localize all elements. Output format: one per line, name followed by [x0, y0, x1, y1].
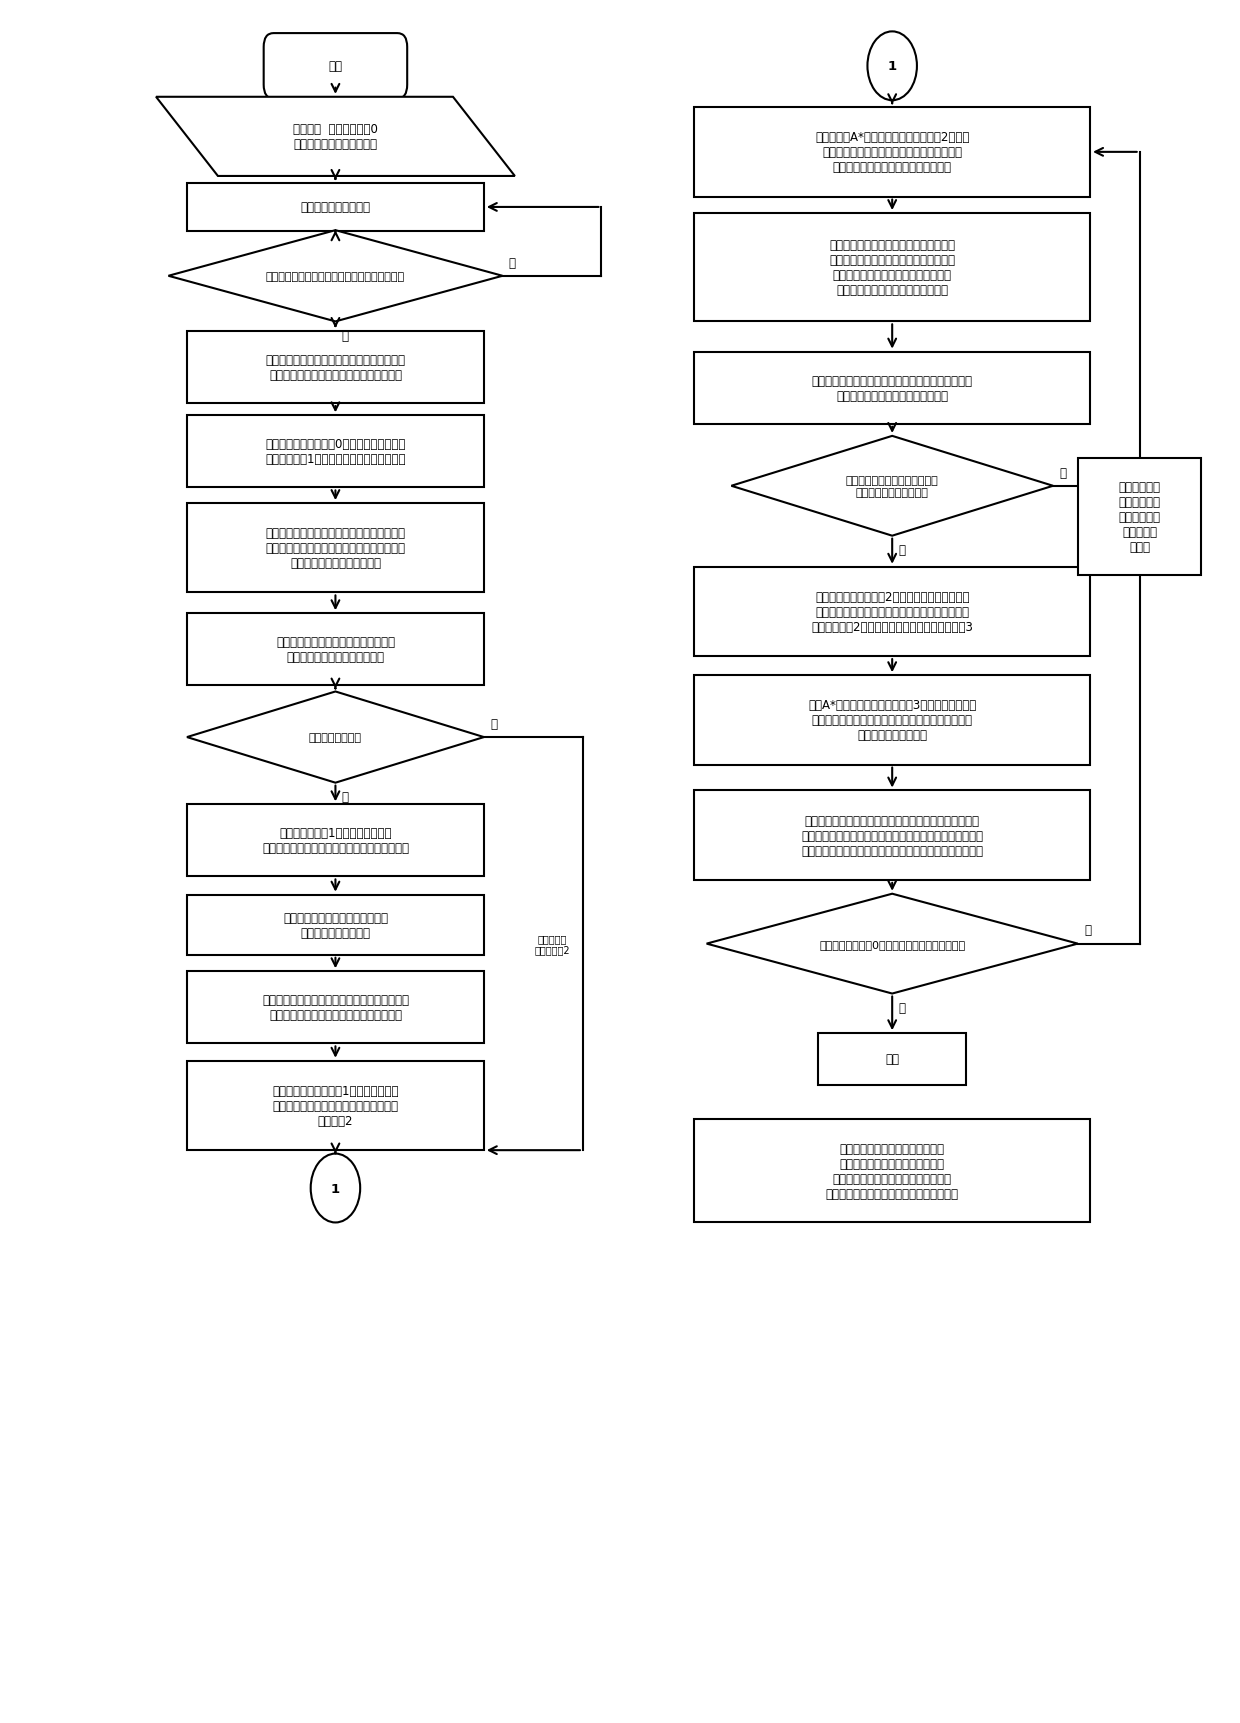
- Bar: [187, 415, 484, 488]
- Bar: [818, 1034, 966, 1085]
- Text: 计算机接收到节点信息后智能生成
控制信息发送至单片机: 计算机接收到节点信息后智能生成 控制信息发送至单片机: [283, 911, 388, 939]
- Bar: [694, 214, 1090, 322]
- Bar: [187, 1061, 484, 1151]
- FancyBboxPatch shape: [264, 34, 407, 100]
- Text: 否: 否: [508, 257, 516, 269]
- Polygon shape: [169, 231, 502, 322]
- Text: 单片机接收计算机的控制信息，控制火情所在
通道的逃生指示牌变为红色，表示通道危险，
并启动鸣警器全建筑火灾鸣警: 单片机接收计算机的控制信息，控制火情所在 通道的逃生指示牌变为红色，表示通道危险…: [265, 527, 405, 570]
- Text: 1: 1: [331, 1182, 340, 1194]
- Text: 在建筑通道数据1中标记障碍物位置
以及所在通道，记录该通道上一节点和下一节点: 在建筑通道数据1中标记障碍物位置 以及所在通道，记录该通道上一节点和下一节点: [262, 827, 409, 855]
- Text: 烟雾、手动报警器与视觉火焰识别是否发现火情: 烟雾、手动报警器与视觉火焰识别是否发现火情: [265, 272, 405, 281]
- Bar: [187, 331, 484, 403]
- Text: 是: 是: [342, 329, 348, 343]
- Bar: [694, 675, 1090, 765]
- Bar: [694, 351, 1090, 424]
- Bar: [187, 894, 484, 955]
- Bar: [187, 972, 484, 1044]
- Text: 否: 否: [898, 1001, 905, 1015]
- Text: 读取原始  建筑通道数据0
（已知安全出口位置信息）: 读取原始 建筑通道数据0 （已知安全出口位置信息）: [293, 124, 378, 152]
- Text: 计算机启动通道内障碍物识别算法，对
摄像机组的视频进行障碍物识别: 计算机启动通道内障碍物识别算法，对 摄像机组的视频进行障碍物识别: [277, 636, 394, 663]
- Text: 次短逃生路线
逃生指示牌变
回白色，若没
生成次路线
则跳过: 次短逃生路线 逃生指示牌变 回白色，若没 生成次路线 则跳过: [1118, 481, 1161, 553]
- Circle shape: [311, 1154, 360, 1223]
- Text: 单片机接收计算机的控制信息，控制障碍物所在
通道的逃生指示牌变为红色，表示通道危险: 单片机接收计算机的控制信息，控制障碍物所在 通道的逃生指示牌变为红色，表示通道危…: [262, 994, 409, 1022]
- Bar: [187, 613, 484, 686]
- Bar: [187, 184, 484, 233]
- Text: 计算机在建筑通道数据2中标记超过安全人数的通
道，并将该通道上一节点到下一节点的通道数据在
建筑通道数据2中删除，并获得得的建筑通道数据3: 计算机在建筑通道数据2中标记超过安全人数的通 道，并将该通道上一节点到下一节点的…: [811, 591, 973, 634]
- Text: 由烟雾报警器和视觉火焰检测判定起火位置，
并将实时影像信息、起火位置发送到计算机: 由烟雾报警器和视觉火焰检测判定起火位置， 并将实时影像信息、起火位置发送到计算机: [265, 353, 405, 383]
- Polygon shape: [732, 436, 1053, 536]
- Polygon shape: [156, 98, 515, 177]
- Text: 否: 否: [1059, 467, 1066, 479]
- Text: 计算机利用A*搜索算法在建筑通道数据2中求出
最短逃生路线（非唯一）所经过的每一个节点
后，智能生成控制信息并发送至单片机: 计算机利用A*搜索算法在建筑通道数据2中求出 最短逃生路线（非唯一）所经过的每一…: [815, 131, 970, 174]
- Text: 否: 否: [490, 717, 497, 731]
- Text: 结束: 结束: [885, 1053, 899, 1067]
- Bar: [1078, 458, 1202, 575]
- Text: 指示牌白色箭头灯：一般逃生路线
指示牌绿色箭头灯：最短逃生路线
指示牌黄色箭头灯：临时次短逃生路线
指示牌红色警告灯：障碍物或火情所在路线: 指示牌白色箭头灯：一般逃生路线 指示牌绿色箭头灯：最短逃生路线 指示牌黄色箭头灯…: [826, 1142, 959, 1201]
- Polygon shape: [187, 693, 484, 784]
- Bar: [694, 109, 1090, 198]
- Bar: [187, 503, 484, 593]
- Circle shape: [868, 33, 916, 102]
- Bar: [694, 791, 1090, 880]
- Text: 是否发现障碍物？: 是否发现障碍物？: [309, 732, 362, 743]
- Text: 最短逃生路线内逃生人数是否超
过安全值（人为设定）？: 最短逃生路线内逃生人数是否超 过安全值（人为设定）？: [846, 476, 939, 498]
- Text: 直接生成建
筑通道数据2: 直接生成建 筑通道数据2: [534, 934, 569, 955]
- Bar: [694, 567, 1090, 656]
- Text: 是: 是: [1084, 924, 1091, 937]
- Text: 计算机在建筑通道数据1中将障碍物所在
通道上节点到下节点的路径删除生成建筑
通道数据2: 计算机在建筑通道数据1中将障碍物所在 通道上节点到下节点的路径删除生成建筑 通道…: [273, 1084, 399, 1127]
- Text: 单片机接收到控制信息，控制节点内开启黄色逃生指示牌
（代表临时次短逃生通道）与绿色逃生指示牌相同部分路径
依旧开启绿灯，其他路线开启保持原状态，箭头均指向出口: 单片机接收到控制信息，控制节点内开启黄色逃生指示牌 （代表临时次短逃生通道）与绿…: [801, 815, 983, 856]
- Text: 开始: 开始: [329, 60, 342, 74]
- Text: 计算机在建筑通道数据0中标记起火位置获得
建筑通道数据1，并将控制信息发送至单片机: 计算机在建筑通道数据0中标记起火位置获得 建筑通道数据1，并将控制信息发送至单片…: [265, 438, 405, 467]
- Text: 计算机对最短逃生路线内的摄像机组的影像启动视觉
人数识别，判断最短逃生路线内人数: 计算机对最短逃生路线内的摄像机组的影像启动视觉 人数识别，判断最短逃生路线内人数: [812, 374, 972, 403]
- Text: 1: 1: [888, 60, 897, 74]
- Polygon shape: [707, 894, 1078, 994]
- Bar: [187, 805, 484, 877]
- Text: 单片机接收到计算机的控制信息。控制最
短逃生路线内所有通道开启绿色箭头逃生
指示牌，其他道路开启白色逃生指示牌
（非最近通道），箭头均指向出口处: 单片机接收到计算机的控制信息。控制最 短逃生路线内所有通道开启绿色箭头逃生 指示…: [830, 239, 955, 296]
- Text: 利用A*搜索算法在建筑通道数据3中求出最短逃生路
线，即整体的次短逃生路线（非唯一），并智能生成
控制信息发送至单片机: 利用A*搜索算法在建筑通道数据3中求出最短逃生路 线，即整体的次短逃生路线（非唯…: [808, 700, 976, 743]
- Text: 启动视觉火焰识别程序: 启动视觉火焰识别程序: [300, 202, 371, 214]
- Bar: [694, 1120, 1090, 1223]
- Text: 是: 是: [342, 791, 348, 803]
- Text: 检测建筑通道数据0内通道是否还有人员未撤出？: 检测建筑通道数据0内通道是否还有人员未撤出？: [820, 939, 965, 949]
- Text: 是: 是: [898, 544, 905, 557]
